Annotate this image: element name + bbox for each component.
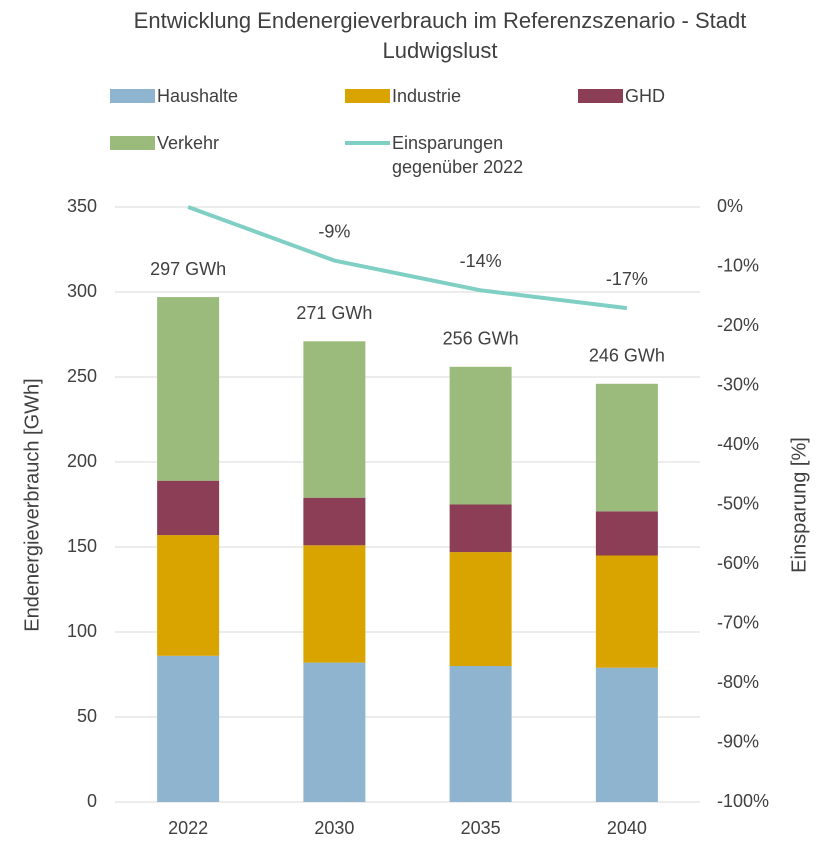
legend-label: GHD [625,86,665,106]
bar-segment [157,480,220,536]
legend-label: Verkehr [157,133,220,153]
legend-label: Haushalte [157,86,239,106]
x-tick-label: 2040 [607,818,647,838]
y-tick-label: 350 [67,196,97,216]
x-tick-label: 2022 [168,818,208,838]
y2-axis-title: Einsparung [%] [788,437,810,573]
bar-segment [303,545,366,663]
y-tick-label: 50 [77,706,97,726]
bar-segment [303,662,366,802]
x-tick-label: 2030 [314,818,354,838]
y2-tick-label: 0% [717,196,743,216]
line-value-label: -14% [460,251,502,271]
bar-segment [449,504,512,553]
y2-tick-label: -100% [717,791,769,811]
bar-segment [303,341,366,498]
y-tick-label: 0 [87,791,97,811]
y2-tick-label: -20% [717,315,759,335]
line-value-label: -9% [318,221,350,241]
legend-swatch [578,89,623,103]
total-label: 271 GWh [296,303,372,323]
legend-label: Einsparungen gegenüber 2022 [392,133,524,177]
legend-swatch [345,89,390,103]
bar-segment [595,555,658,668]
legend-label: Industrie [392,86,462,106]
bar-segment [595,667,658,802]
y2-tick-label: -60% [717,553,759,573]
y2-tick-label: -70% [717,612,759,632]
y2-tick-label: -40% [717,434,759,454]
y2-tick-label: -30% [717,374,759,394]
bar-segment [157,655,220,802]
bar-segment [449,366,512,505]
y-axis-title: Endenergieverbrauch [GWh] [21,378,43,631]
bar-segment [303,497,366,546]
y2-tick-label: -80% [717,672,759,692]
y-tick-label: 300 [67,281,97,301]
bar-segment [449,552,512,666]
bar-segment [157,297,220,481]
total-label: 246 GWh [589,346,665,366]
y-tick-label: 200 [67,451,97,471]
y2-tick-label: -10% [717,255,759,275]
line-value-label: -17% [606,269,648,289]
bar-segment [595,511,658,556]
y2-tick-label: -90% [717,731,759,751]
y2-tick-label: -50% [717,493,759,513]
y-tick-label: 150 [67,536,97,556]
total-label: 297 GWh [150,259,226,279]
y-tick-label: 100 [67,621,97,641]
line-series [187,205,628,311]
total-label: 256 GWh [443,329,519,349]
bar-segment [449,666,512,802]
legend-swatch [110,136,155,150]
x-tick-label: 2035 [461,818,501,838]
y-tick-label: 250 [67,366,97,386]
chart-title: Entwicklung Endenergieverbrauch im Refer… [133,8,747,63]
bar-segment [157,535,220,656]
bar-segment [595,383,658,512]
legend-swatch [110,89,155,103]
legend-swatch [345,141,390,145]
